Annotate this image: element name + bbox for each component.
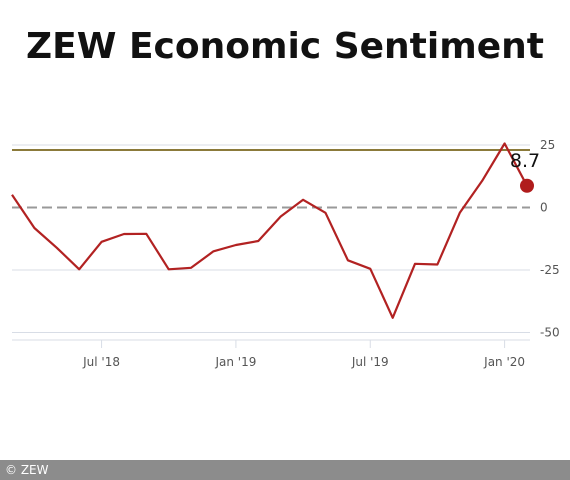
axes: 25 0 -25 -50 Jul '18 Jan '19 Jul '19 Jan '20 <box>12 138 560 369</box>
labels: 8.7 <box>510 150 540 172</box>
x-tick-label: Jul '18 <box>82 355 120 369</box>
y-tick-label: -25 <box>540 263 560 277</box>
chart-title: ZEW Economic Sentiment <box>26 26 544 67</box>
grid-lines <box>12 144 530 333</box>
x-tick-label: Jan '20 <box>483 355 525 369</box>
series-line <box>11 142 528 319</box>
footer-bar: © ZEW <box>0 460 570 480</box>
series <box>11 142 534 319</box>
x-tick-label: Jul '19 <box>351 355 389 369</box>
reference-lines <box>12 149 530 209</box>
last-point-marker <box>520 178 534 193</box>
y-tick-label: 0 <box>540 201 548 215</box>
chart: 25 0 -25 -50 Jul '18 Jan '19 Jul '19 Jan '20 8.… <box>11 138 560 369</box>
y-tick-label: -50 <box>540 326 560 340</box>
x-tick-label: Jan '19 <box>214 355 256 369</box>
last-value-label: 8.7 <box>510 150 540 172</box>
copyright-text: © ZEW <box>5 463 49 477</box>
y-tick-label: 25 <box>540 138 555 152</box>
